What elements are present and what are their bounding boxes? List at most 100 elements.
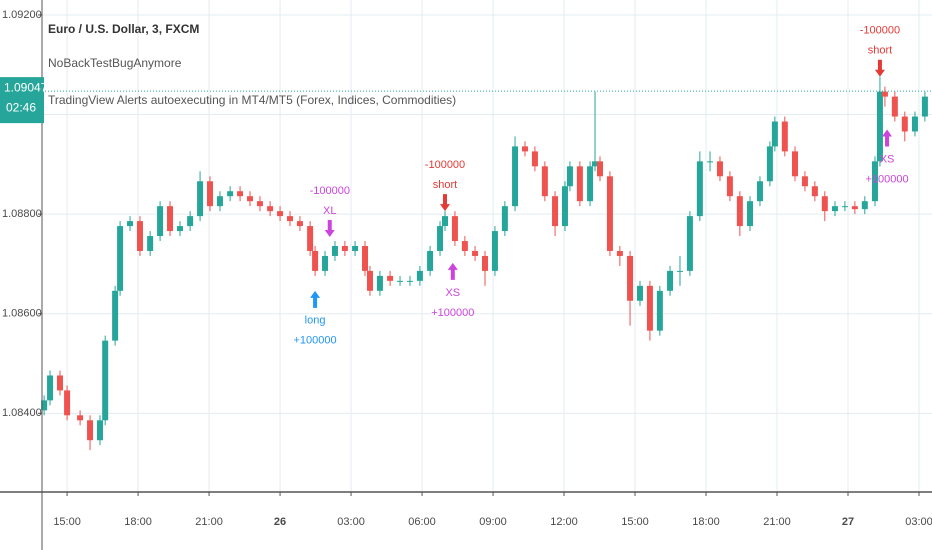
candle-body [187,216,194,227]
candle-body [341,246,348,251]
x-tick-label: 18:00 [124,516,152,528]
candle-body [362,246,369,271]
signal-label: short [433,179,457,191]
candle-body [312,250,319,271]
candle-body [667,270,674,291]
candle-body [481,255,488,271]
signal-label: -100000 [860,25,900,37]
x-tick-label: 12:00 [550,516,578,528]
last-price-box [0,77,44,124]
x-tick-label: 26 [274,516,286,528]
signal: -100000 short [860,25,900,77]
last-price-label: 1.09047 [4,80,48,94]
signal: long +100000 [294,290,337,347]
candle-body [112,290,119,341]
candle-body [606,176,613,251]
candle-body [596,161,603,177]
candle-body [756,181,763,202]
candle-body [876,91,883,162]
candle-body [771,121,778,147]
y-tick-label: 1.08400 [2,407,42,419]
candle-body [102,340,109,421]
candle-body [791,151,798,177]
x-tick-label: 09:00 [479,516,507,528]
candle-body [77,415,84,421]
x-tick-label: 03:00 [905,516,932,528]
signal-label: short [868,45,892,57]
candle-body [707,161,714,163]
candle-body [307,226,314,251]
candle-body [472,250,479,256]
candle-body [96,420,103,441]
candle-body [747,201,754,227]
x-tick-label: 03:00 [337,516,365,528]
candle-body [636,285,643,301]
candle-body [881,91,888,97]
candle-body [56,375,63,391]
signal-label: -100000 [425,159,465,171]
candle-body [801,176,808,187]
countdown-label: 02:46 [6,100,36,114]
candle-body [491,231,498,271]
candle-body [552,196,559,227]
signal-label: +100000 [865,173,908,185]
signal-arrow [310,290,321,308]
candle-body [726,176,733,197]
candle-body [197,181,204,217]
candle-body [627,255,634,301]
x-tick-label: 06:00 [408,516,436,528]
candle-body [646,285,653,331]
candle-body [352,246,359,251]
signal-arrow [882,129,893,147]
candle-body [811,186,818,197]
candle-body [696,161,703,217]
candle-body [41,400,48,411]
signal-label: XL [323,205,336,217]
x-tick-label: 15:00 [621,516,649,528]
candle-body [237,191,244,197]
signal-label: -100000 [310,185,350,197]
candle-body [157,206,164,237]
candle-body [841,206,848,208]
candle-body [861,201,868,210]
candle-body [207,181,214,207]
candle-body [512,146,519,207]
y-tick-label: 1.08600 [2,308,42,320]
grid [42,0,932,492]
signal-arrow [324,220,335,238]
signal-label: XS [880,153,895,165]
candle-body [871,161,878,202]
candle-body [127,221,134,227]
candle-body [521,146,528,152]
candle-body [406,280,413,282]
candle-body [427,250,434,271]
candle-body [781,121,788,152]
candle-body [831,206,838,212]
signal-arrow [439,194,450,212]
x-tick-label: 27 [842,516,854,528]
candle-body [531,151,538,167]
candle-body [716,161,723,177]
candle-body [322,255,329,271]
candle-body [167,206,174,232]
candle-body [616,250,623,256]
y-tick-label: 1.09200 [2,9,42,21]
candle-body [437,226,444,251]
signal-label: XS [445,287,460,299]
candle-body [656,290,663,331]
candle-body [566,166,573,187]
candle-body [117,226,124,291]
candle-body [587,166,594,202]
candle-body [901,116,908,132]
candle-body [366,270,373,291]
candle-body [216,196,223,207]
signal: -100000 short [425,159,465,212]
candle-body [576,166,583,202]
signal: XS +100000 [431,262,474,319]
candle-body [541,166,548,197]
candle-body [416,270,423,281]
signal: -100000 XL [310,185,350,238]
candle-body [136,221,143,251]
